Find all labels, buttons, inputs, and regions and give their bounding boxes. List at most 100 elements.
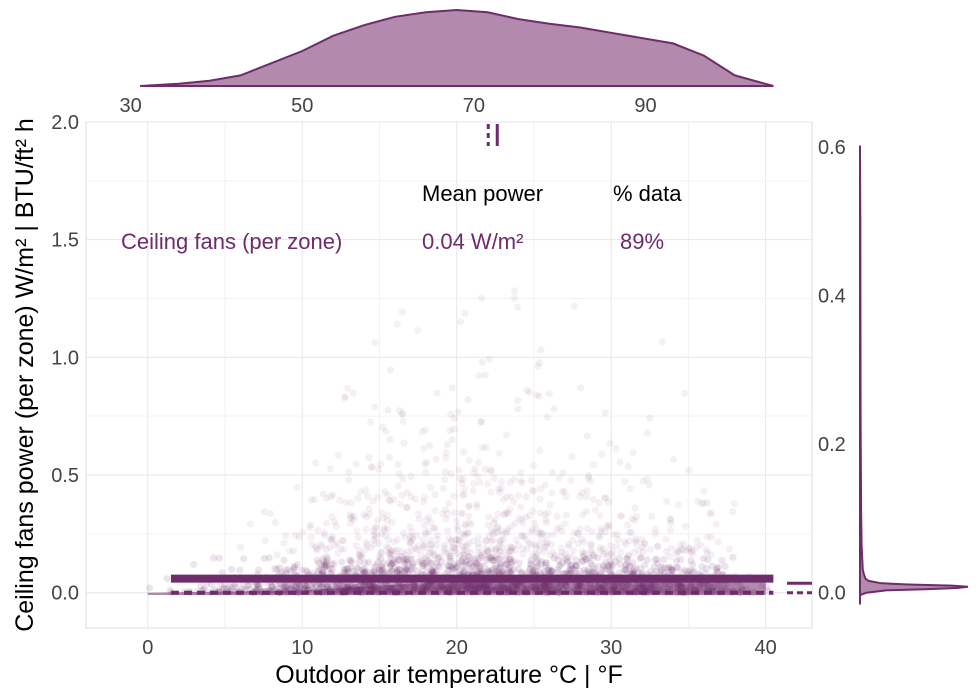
data-point	[643, 429, 652, 437]
data-point	[616, 458, 624, 466]
data-point	[447, 552, 455, 560]
data-point	[629, 567, 638, 575]
data-point	[582, 508, 591, 516]
data-point	[600, 563, 608, 571]
data-point	[428, 566, 437, 575]
data-point	[347, 556, 355, 565]
data-point	[525, 539, 533, 548]
data-point	[337, 545, 345, 553]
data-point	[432, 541, 440, 550]
data-point	[687, 556, 695, 565]
data-point	[456, 475, 464, 483]
data-point	[474, 568, 482, 576]
data-point	[601, 494, 609, 502]
data-point	[508, 559, 516, 567]
data-point	[361, 559, 369, 567]
annotation-series-label: Ceiling fans (per zone)	[121, 229, 342, 254]
data-point	[491, 529, 499, 537]
data-point	[418, 428, 426, 436]
data-point	[624, 462, 632, 470]
data-point	[657, 565, 666, 573]
data-point	[387, 366, 395, 374]
data-point	[419, 542, 428, 550]
data-point	[584, 474, 593, 482]
data-point	[470, 537, 478, 545]
data-point	[360, 565, 369, 573]
y-tick-label: 1.5	[51, 230, 79, 252]
data-point	[453, 568, 461, 577]
data-point	[562, 493, 570, 501]
data-point	[455, 536, 463, 544]
data-point	[230, 582, 238, 590]
data-point	[427, 559, 435, 567]
data-point	[494, 523, 502, 531]
data-point	[429, 568, 438, 576]
data-point	[704, 556, 712, 564]
secondary-x-tick-label: 30	[119, 95, 141, 117]
data-point	[473, 559, 481, 567]
data-point	[517, 503, 525, 511]
data-point	[658, 338, 666, 346]
data-point	[494, 528, 502, 536]
data-point	[616, 560, 624, 568]
data-point	[501, 555, 509, 564]
data-point	[714, 538, 722, 546]
data-point	[395, 470, 403, 478]
data-point	[600, 550, 608, 558]
data-point	[548, 568, 556, 576]
data-point	[393, 546, 401, 554]
data-point	[506, 567, 514, 576]
x-tick-label: 20	[446, 637, 468, 659]
data-point	[574, 530, 583, 538]
data-point	[372, 561, 380, 569]
data-point	[282, 584, 290, 593]
data-point	[641, 561, 649, 569]
data-point	[576, 525, 584, 533]
data-point	[261, 537, 269, 545]
data-point	[542, 515, 550, 524]
data-point	[434, 535, 442, 544]
data-point	[281, 583, 289, 591]
data-point	[287, 584, 295, 592]
data-point	[535, 392, 543, 400]
data-point	[567, 564, 575, 572]
data-point	[496, 488, 504, 496]
data-point	[503, 525, 512, 533]
data-point	[580, 538, 588, 546]
data-point	[483, 536, 491, 545]
data-point	[667, 519, 675, 527]
data-point	[372, 531, 380, 539]
data-point	[280, 556, 288, 564]
data-point	[330, 581, 338, 589]
data-point	[450, 492, 458, 500]
data-point	[588, 561, 596, 569]
data-point	[440, 541, 448, 549]
data-point	[553, 512, 561, 521]
data-point	[448, 536, 456, 545]
data-point	[621, 478, 629, 486]
data-point	[377, 567, 385, 575]
data-point	[414, 567, 422, 575]
data-point	[329, 491, 337, 499]
data-point	[322, 519, 331, 527]
data-point	[360, 510, 368, 519]
data-point	[297, 584, 305, 592]
data-point	[475, 534, 483, 542]
data-point	[568, 536, 577, 545]
data-point	[593, 554, 602, 562]
data-point	[533, 551, 541, 559]
data-point	[344, 384, 352, 392]
data-point	[535, 359, 543, 367]
data-point	[349, 389, 357, 397]
data-point	[362, 513, 370, 521]
data-point	[285, 547, 293, 555]
data-point	[472, 559, 480, 567]
data-point	[253, 581, 261, 589]
data-point	[276, 564, 284, 572]
data-point	[394, 482, 402, 490]
data-point	[477, 553, 485, 562]
data-point	[672, 549, 680, 557]
data-point	[597, 528, 606, 536]
data-point	[503, 527, 511, 536]
data-point	[532, 544, 540, 552]
